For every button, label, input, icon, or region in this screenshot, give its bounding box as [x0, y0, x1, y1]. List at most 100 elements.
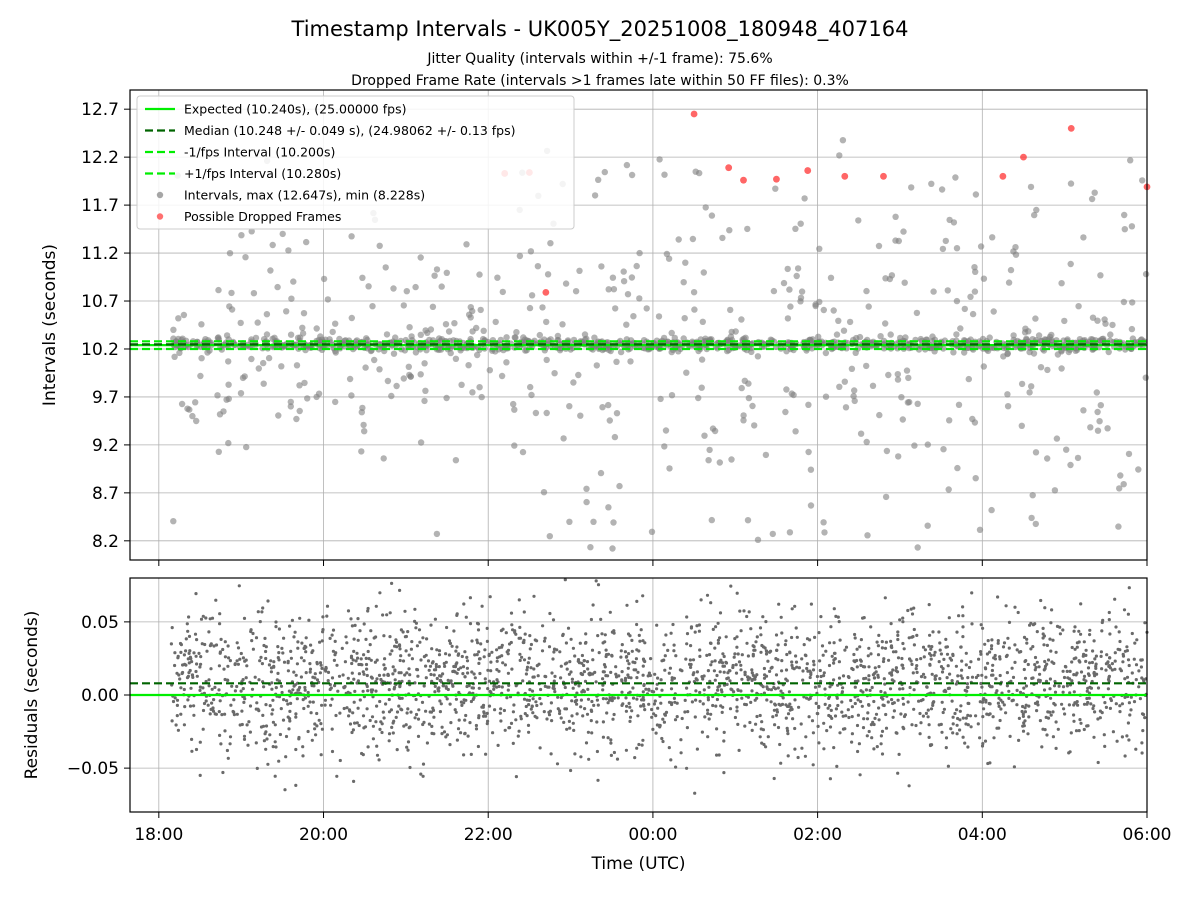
residual-point [456, 667, 461, 672]
residual-point [470, 639, 474, 643]
residual-point [233, 662, 237, 666]
interval-point [695, 394, 702, 402]
residual-point [1069, 731, 1073, 735]
residual-point [1007, 696, 1011, 701]
interval-point [601, 168, 608, 176]
residual-point [476, 744, 480, 749]
residual-point [469, 752, 473, 757]
interval-point [421, 360, 428, 367]
residual-point [433, 690, 437, 694]
residual-point [1070, 645, 1074, 650]
residual-point [1072, 629, 1076, 633]
residual-point [993, 653, 997, 658]
interval-point [640, 337, 648, 344]
residual-point [304, 671, 308, 675]
residual-point [352, 700, 356, 704]
residual-point [608, 610, 612, 614]
residual-point [643, 641, 647, 645]
interval-point [620, 278, 628, 285]
residual-point [392, 687, 396, 691]
interval-point [248, 228, 255, 235]
residual-point [938, 641, 942, 645]
interval-point [223, 332, 231, 339]
residual-point [383, 657, 387, 661]
residual-point [906, 608, 910, 613]
residual-point [790, 660, 794, 664]
residual-point [235, 712, 239, 716]
residual-point [660, 736, 664, 741]
interval-point [279, 230, 286, 238]
residual-point [410, 640, 414, 644]
residual-point [722, 771, 726, 775]
interval-point [225, 358, 232, 365]
residual-point [910, 723, 914, 727]
residual-point [1122, 608, 1127, 612]
residual-point [855, 665, 859, 669]
interval-point [793, 272, 800, 280]
residual-point [836, 615, 840, 619]
residual-point [266, 599, 270, 603]
interval-point [875, 242, 883, 250]
residual-point [528, 647, 532, 651]
residual-point [800, 657, 804, 661]
residual-point [414, 621, 418, 625]
residual-point [817, 741, 821, 745]
residual-point [714, 625, 718, 629]
residual-point [960, 676, 964, 680]
residual-point [1093, 657, 1097, 661]
residual-point [742, 609, 746, 613]
residual-point [293, 630, 297, 634]
residual-point [712, 669, 717, 673]
residual-point [1141, 729, 1145, 733]
residual-point [685, 615, 689, 619]
residual-point [766, 735, 770, 739]
residual-point [664, 633, 668, 637]
residual-point [223, 655, 227, 659]
residual-point [330, 676, 335, 680]
residual-point [900, 663, 904, 667]
interval-point [299, 330, 307, 337]
residual-point [547, 685, 551, 689]
interval-point [238, 232, 245, 239]
interval-point [583, 498, 590, 506]
residual-point [1094, 662, 1098, 666]
residual-point [1139, 658, 1143, 662]
residual-point [641, 673, 645, 677]
interval-point [940, 446, 947, 453]
residual-point [401, 630, 405, 634]
residual-point [588, 673, 592, 677]
interval-point [527, 248, 535, 255]
residual-point [784, 716, 788, 720]
residual-point [1007, 646, 1011, 650]
residual-point [374, 604, 378, 608]
residual-point [626, 673, 630, 677]
residual-point [717, 753, 721, 757]
residual-point [1037, 695, 1041, 699]
residual-point [1101, 618, 1105, 622]
residual-point [619, 649, 623, 653]
intervals-y-tick-label: 10.7 [81, 292, 119, 312]
residual-point [641, 664, 645, 668]
interval-point [303, 238, 310, 246]
residual-point [1002, 703, 1006, 707]
residual-point [582, 690, 587, 694]
residual-point [872, 747, 876, 751]
residual-point [308, 700, 312, 704]
interval-point [503, 359, 510, 366]
residual-point [879, 742, 883, 746]
interval-point [740, 417, 747, 424]
interval-point [296, 407, 303, 415]
residual-point [218, 612, 222, 616]
residual-point [786, 754, 790, 758]
residual-point [1034, 665, 1038, 670]
interval-point [562, 280, 570, 287]
interval-point [288, 295, 295, 302]
residual-point [304, 636, 308, 640]
residual-point [1142, 679, 1146, 683]
residual-point [571, 721, 575, 725]
residual-point [988, 761, 992, 765]
residual-point [612, 750, 617, 755]
residual-point [864, 688, 869, 692]
interval-point [855, 217, 862, 224]
